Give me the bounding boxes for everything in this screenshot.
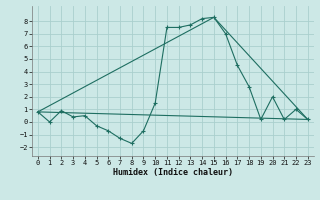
X-axis label: Humidex (Indice chaleur): Humidex (Indice chaleur) — [113, 168, 233, 177]
